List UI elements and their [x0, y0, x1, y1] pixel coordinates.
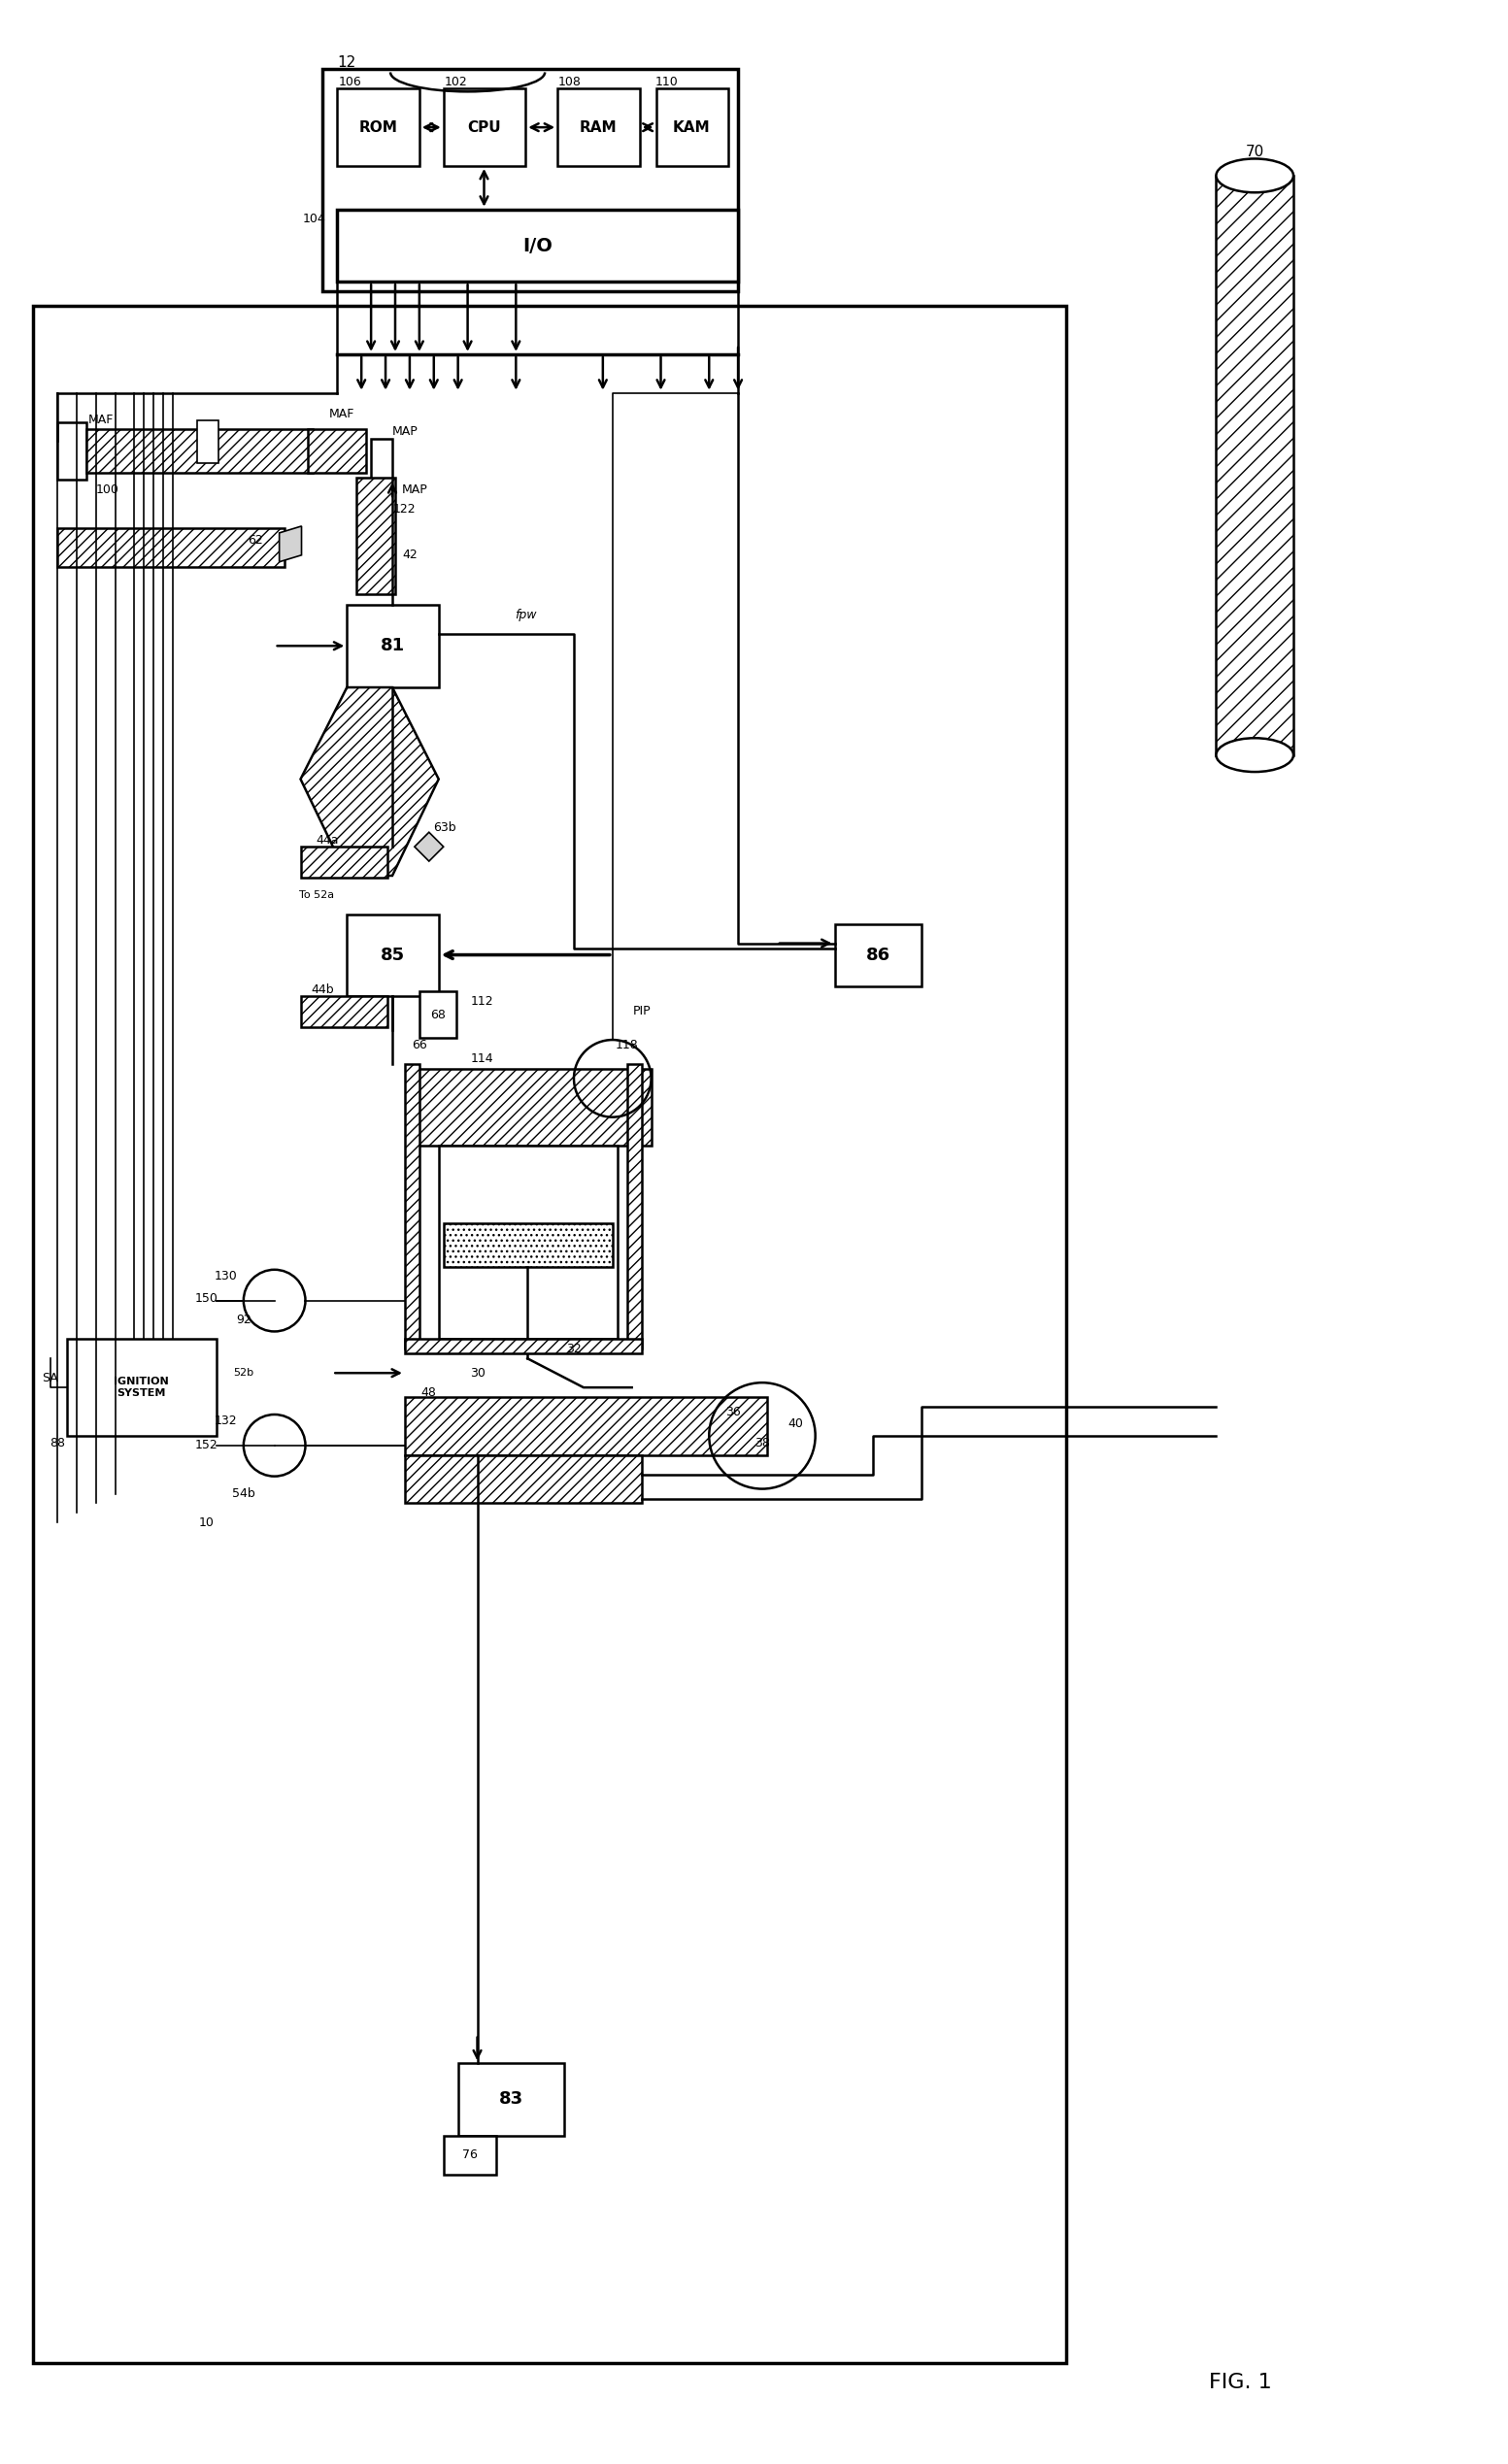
- Bar: [347, 606, 439, 687]
- Text: 88: 88: [50, 1437, 65, 1449]
- Text: 48: 48: [421, 1385, 437, 1400]
- Text: MAP: MAP: [401, 483, 427, 495]
- Bar: [443, 1222, 612, 1266]
- Text: fpw: fpw: [514, 609, 537, 621]
- Text: 68: 68: [430, 1008, 445, 1020]
- Text: 63b: 63b: [433, 821, 455, 833]
- Text: 130: 130: [214, 1269, 238, 1284]
- Bar: [1215, 175, 1294, 754]
- Bar: [404, 1397, 768, 1456]
- Text: FIG. 1: FIG. 1: [1209, 2373, 1271, 2393]
- Bar: [656, 89, 728, 165]
- Text: 10: 10: [199, 1515, 214, 1530]
- Polygon shape: [279, 527, 302, 562]
- Text: 106: 106: [338, 76, 362, 89]
- Text: ROM: ROM: [359, 121, 397, 136]
- Ellipse shape: [1215, 739, 1294, 771]
- Text: 110: 110: [654, 76, 679, 89]
- Text: 54b: 54b: [232, 1488, 255, 1501]
- Text: 86: 86: [866, 946, 890, 963]
- Text: 100: 100: [97, 483, 119, 495]
- Text: 132: 132: [214, 1414, 238, 1427]
- Bar: [558, 89, 639, 165]
- Text: 36: 36: [725, 1404, 740, 1417]
- Text: 150: 150: [195, 1291, 219, 1306]
- Bar: [323, 69, 737, 291]
- Text: PIP: PIP: [632, 1005, 650, 1018]
- Bar: [458, 2062, 564, 2136]
- Text: 102: 102: [445, 76, 467, 89]
- Bar: [443, 2136, 496, 2173]
- Bar: [419, 991, 455, 1037]
- Text: 12: 12: [338, 54, 356, 69]
- Text: 122: 122: [394, 503, 416, 515]
- Text: MAF: MAF: [329, 409, 354, 421]
- Bar: [308, 429, 366, 473]
- Text: 52b: 52b: [234, 1368, 253, 1377]
- Text: To 52a: To 52a: [299, 890, 333, 899]
- Text: 85: 85: [380, 946, 404, 963]
- Text: 30: 30: [469, 1368, 486, 1380]
- Bar: [57, 527, 284, 567]
- Bar: [338, 209, 737, 281]
- Bar: [33, 306, 1066, 2363]
- Bar: [404, 1340, 641, 1353]
- Bar: [834, 924, 921, 986]
- Bar: [410, 1069, 651, 1146]
- Text: 70: 70: [1246, 145, 1264, 158]
- Bar: [347, 914, 439, 995]
- Text: 44a: 44a: [317, 833, 339, 845]
- Text: 40: 40: [789, 1417, 804, 1432]
- Bar: [66, 1340, 217, 1437]
- Text: MAF: MAF: [87, 414, 113, 426]
- Bar: [443, 89, 526, 165]
- Text: 38: 38: [754, 1437, 771, 1449]
- Text: 42: 42: [403, 549, 418, 562]
- Text: 118: 118: [615, 1037, 638, 1052]
- Polygon shape: [300, 687, 439, 875]
- Text: MAP: MAP: [392, 426, 418, 439]
- Bar: [86, 429, 314, 473]
- Text: RAM: RAM: [579, 121, 617, 136]
- Text: 112: 112: [470, 995, 493, 1008]
- Text: 81: 81: [380, 638, 404, 655]
- Bar: [300, 995, 388, 1027]
- Text: 62: 62: [247, 535, 262, 547]
- Bar: [57, 421, 86, 480]
- Text: CPU: CPU: [467, 121, 501, 136]
- Text: 114: 114: [470, 1052, 493, 1064]
- Bar: [371, 439, 392, 483]
- Bar: [300, 848, 388, 877]
- Text: 44b: 44b: [311, 983, 335, 995]
- Bar: [404, 1456, 641, 1503]
- Polygon shape: [415, 833, 443, 862]
- Text: SA: SA: [42, 1372, 59, 1385]
- Text: 66: 66: [412, 1037, 427, 1052]
- Bar: [356, 478, 395, 594]
- Text: I/O: I/O: [522, 237, 552, 256]
- Text: IGNITION
SYSTEM: IGNITION SYSTEM: [113, 1377, 169, 1397]
- Text: 104: 104: [303, 212, 326, 224]
- Ellipse shape: [1215, 158, 1294, 192]
- Bar: [404, 1064, 419, 1348]
- Bar: [198, 419, 219, 463]
- Text: 152: 152: [196, 1439, 219, 1451]
- Text: 108: 108: [558, 76, 582, 89]
- Text: 76: 76: [461, 2149, 477, 2161]
- Bar: [627, 1064, 641, 1348]
- Text: KAM: KAM: [673, 121, 710, 136]
- Text: 32: 32: [566, 1343, 582, 1355]
- Bar: [439, 1146, 617, 1340]
- Text: 83: 83: [499, 2089, 523, 2107]
- Bar: [338, 89, 419, 165]
- Text: 92: 92: [235, 1313, 252, 1326]
